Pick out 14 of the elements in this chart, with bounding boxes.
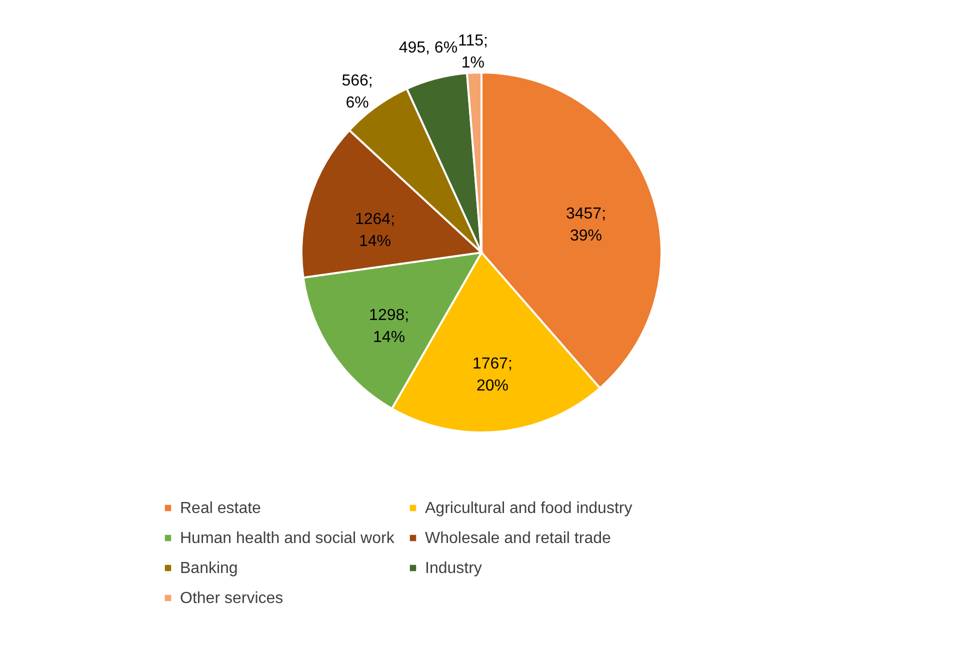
data-label: 115; 1% (458, 32, 488, 72)
legend-label: Wholesale and retail trade (425, 530, 611, 547)
data-label: 3457; 39% (566, 205, 606, 244)
legend-label: Banking (180, 560, 238, 577)
data-label: 1298; 14% (369, 307, 410, 346)
data-label: 495, 6% (398, 39, 458, 56)
legend-label: Industry (425, 560, 482, 577)
legend-label: Human health and social work (180, 530, 396, 547)
legend-label: Other services (180, 590, 284, 607)
data-label: 566; 6% (342, 72, 373, 112)
data-label: 1767; 20% (472, 356, 512, 395)
legend-label: Agricultural and food industry (425, 500, 632, 517)
legend-label: Real estate (180, 500, 262, 517)
data-label: 1264; 14% (354, 211, 396, 250)
